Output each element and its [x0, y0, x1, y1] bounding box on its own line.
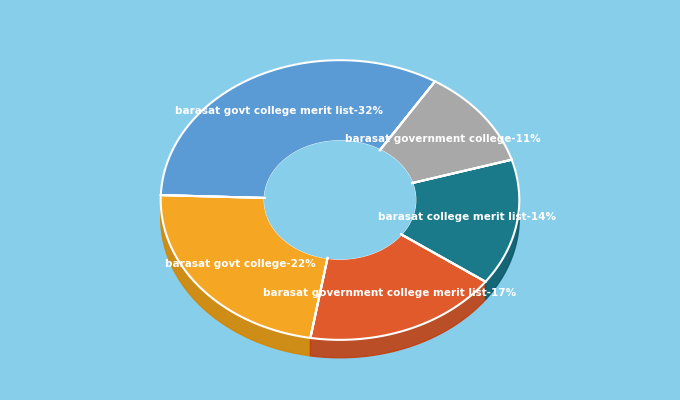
Polygon shape — [160, 60, 435, 198]
Text: barasat college merit list-14%: barasat college merit list-14% — [378, 212, 556, 222]
Polygon shape — [310, 282, 486, 358]
Polygon shape — [380, 82, 511, 183]
Text: barasat government college merit list-17%: barasat government college merit list-17… — [262, 288, 515, 298]
Polygon shape — [328, 234, 401, 277]
Polygon shape — [401, 183, 415, 252]
Polygon shape — [265, 198, 328, 276]
Polygon shape — [160, 195, 328, 338]
Polygon shape — [401, 160, 520, 282]
Text: barasat govt college-22%: barasat govt college-22% — [165, 259, 316, 269]
Polygon shape — [265, 141, 380, 216]
Polygon shape — [160, 60, 435, 213]
Polygon shape — [160, 195, 310, 356]
Polygon shape — [435, 82, 511, 178]
Text: barasat government college-11%: barasat government college-11% — [345, 134, 541, 144]
Polygon shape — [486, 160, 520, 300]
Polygon shape — [310, 234, 486, 340]
Polygon shape — [265, 141, 415, 259]
Text: barasat govt college merit list-32%: barasat govt college merit list-32% — [175, 106, 384, 116]
Polygon shape — [380, 150, 412, 201]
